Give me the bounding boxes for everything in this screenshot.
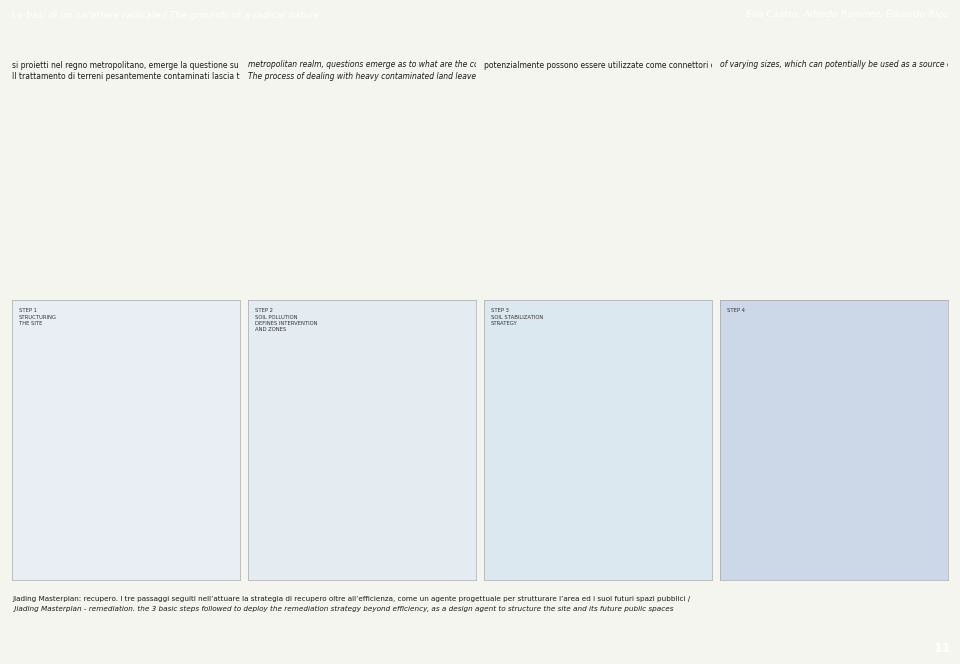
Text: si proietti nel regno metropolitano, emerge la questione su quali siano le conse: si proietti nel regno metropolitano, eme…: [12, 60, 960, 81]
Text: Eva Castro, Alfredo Ramirez, Eduardo Rico: Eva Castro, Alfredo Ramirez, Eduardo Ric…: [746, 11, 948, 19]
Text: metropolitan realm, questions emerge as to what are the consequences of embracin: metropolitan realm, questions emerge as …: [248, 60, 960, 81]
Text: Le basi di un carattere radicale / The grounds of a radical nature: Le basi di un carattere radicale / The g…: [12, 11, 319, 19]
Text: 11: 11: [933, 641, 950, 655]
Text: STEP 2
SOIL POLLUTION
DEFINES INTERVENTION
AND ZONES: STEP 2 SOIL POLLUTION DEFINES INTERVENTI…: [254, 308, 318, 332]
Text: potenzialmente possono essere utilizzate come connettori ecologici, fornendo un’: potenzialmente possono essere utilizzate…: [484, 60, 960, 70]
Text: STEP 1
STRUCTURING
THE SITE: STEP 1 STRUCTURING THE SITE: [19, 308, 57, 326]
Text: STEP 3
SOIL STABILIZATION
STRATEGY: STEP 3 SOIL STABILIZATION STRATEGY: [491, 308, 543, 326]
Text: of varying sizes, which can potentially be used as a source of ecological connec: of varying sizes, which can potentially …: [720, 60, 960, 69]
Text: STEP 4: STEP 4: [727, 308, 745, 313]
Text: Jiading Masterplan - remediation. the 3 basic steps followed to deploy the remed: Jiading Masterplan - remediation. the 3 …: [12, 606, 674, 612]
Text: Jiading Masterplan: recupero. I tre passaggi seguiti nell’attuare la strategia d: Jiading Masterplan: recupero. I tre pass…: [12, 596, 690, 602]
